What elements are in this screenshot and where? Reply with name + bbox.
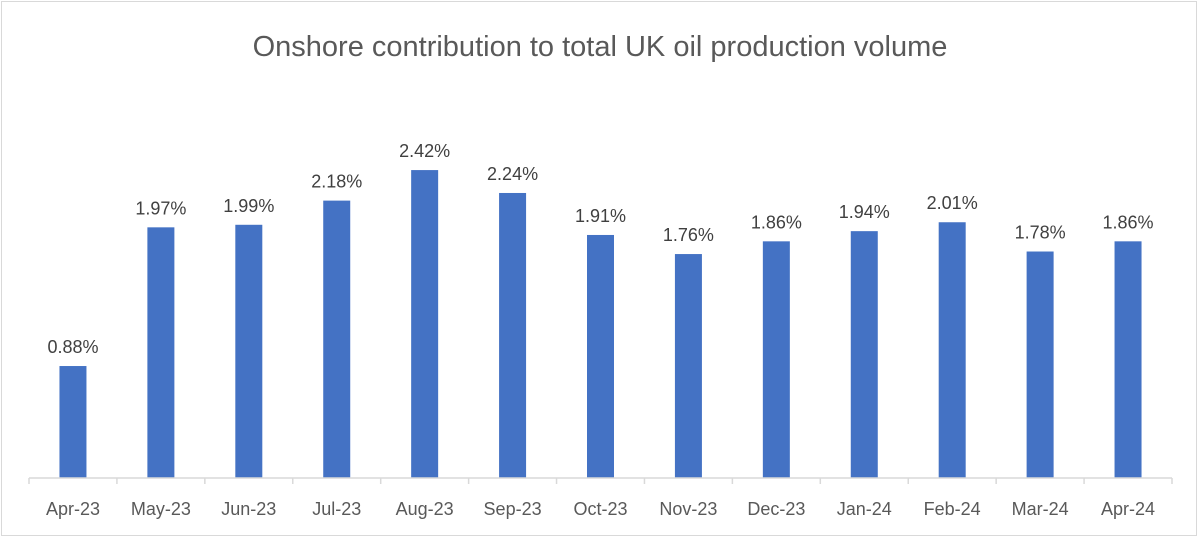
bar — [850, 231, 878, 478]
x-tick-label: Mar-24 — [1012, 499, 1069, 519]
bar — [587, 234, 614, 478]
x-tick-label: May-23 — [131, 499, 191, 519]
bar — [59, 366, 87, 478]
bar — [1026, 251, 1054, 478]
data-label: 1.99% — [223, 196, 274, 216]
x-tick-label: Apr-24 — [1101, 499, 1155, 519]
x-tick-label: Sep-23 — [484, 499, 542, 519]
bar — [411, 170, 439, 478]
data-label: 2.18% — [311, 172, 362, 192]
x-tick-label: Jan-24 — [837, 499, 892, 519]
data-label: 2.01% — [927, 193, 978, 213]
bar — [1114, 241, 1142, 478]
bar — [938, 222, 966, 478]
chart-title: Onshore contribution to total UK oil pro… — [253, 31, 948, 63]
bar — [235, 224, 263, 478]
bar — [674, 254, 702, 478]
bar — [499, 192, 527, 478]
x-tick-label: Jun-23 — [221, 499, 276, 519]
data-label: 1.86% — [1103, 212, 1154, 232]
data-label: 1.86% — [751, 212, 802, 232]
x-tick-label: Jul-23 — [312, 499, 361, 519]
bar — [762, 241, 790, 478]
data-label: 0.88% — [47, 337, 98, 357]
x-tick-label: Nov-23 — [659, 499, 717, 519]
data-label: 1.76% — [663, 225, 714, 245]
data-label: 1.91% — [575, 206, 626, 226]
data-label: 2.42% — [399, 141, 450, 161]
data-label: 1.94% — [839, 202, 890, 222]
x-tick-label: Aug-23 — [396, 499, 454, 519]
x-tick-label: Oct-23 — [573, 499, 627, 519]
x-tick-label: Apr-23 — [46, 499, 100, 519]
data-label: 1.97% — [135, 198, 186, 218]
bar — [323, 200, 351, 478]
data-label: 2.24% — [487, 164, 538, 184]
x-tick-label: Feb-24 — [924, 499, 981, 519]
data-label: 1.78% — [1015, 223, 1066, 243]
x-tick-label: Dec-23 — [747, 499, 805, 519]
bar — [147, 227, 175, 478]
